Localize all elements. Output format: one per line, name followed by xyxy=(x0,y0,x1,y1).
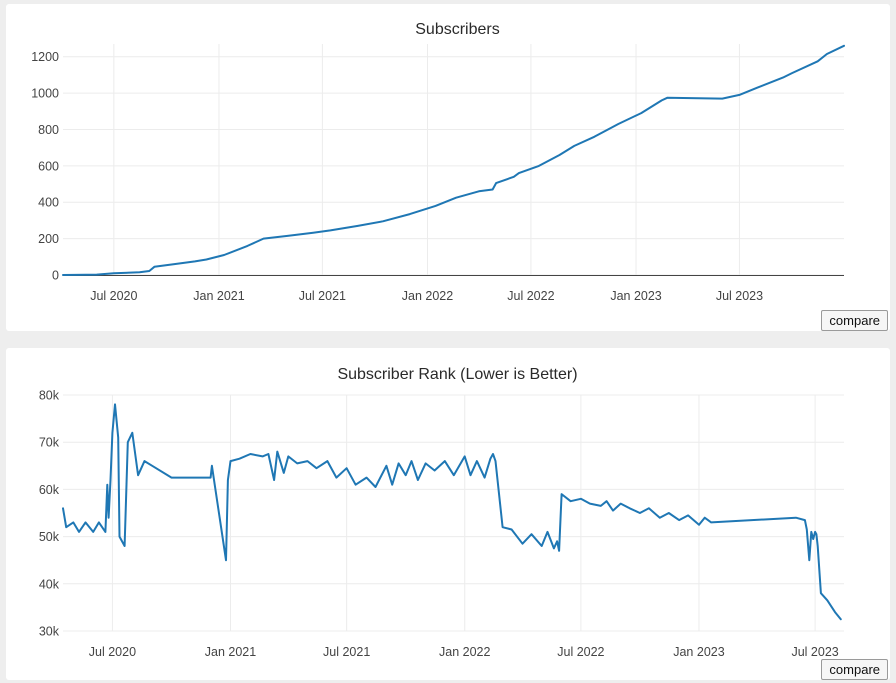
y-tick-label: 40k xyxy=(39,577,60,591)
x-tick-label: Jul 2021 xyxy=(299,289,346,303)
subscribers-panel: Subscribers 0 200 400 600 800 1000 1200 Jul 2020… xyxy=(6,4,890,331)
compare-button[interactable]: compare xyxy=(821,310,888,331)
subscriber-rank-chart: Subscriber Rank (Lower is Better) 30k 40k 5… xyxy=(39,366,844,659)
x-tick-label: Jul 2021 xyxy=(323,645,370,659)
x-tick-label: Jan 2021 xyxy=(193,289,244,303)
x-tick-label: Jan 2023 xyxy=(610,289,661,303)
y-tick-label: 800 xyxy=(38,123,59,137)
x-tick-label: Jul 2023 xyxy=(791,645,838,659)
x-tick-label: Jan 2023 xyxy=(673,645,724,659)
x-tick-label: Jul 2022 xyxy=(507,289,554,303)
subscriber-rank-panel: Subscriber Rank (Lower is Better) 30k 40k 5… xyxy=(6,348,890,680)
x-tick-label: Jan 2021 xyxy=(205,645,256,659)
x-tick-label: Jul 2022 xyxy=(557,645,604,659)
y-tick-label: 50k xyxy=(39,530,60,544)
x-tick-label: Jan 2022 xyxy=(439,645,490,659)
y-tick-label: 60k xyxy=(39,483,60,497)
chart-title: Subscriber Rank (Lower is Better) xyxy=(337,366,577,383)
y-tick-label: 200 xyxy=(38,232,59,246)
x-tick-label: Jul 2020 xyxy=(90,289,137,303)
y-tick-label: 30k xyxy=(39,625,60,639)
y-tick-label: 1200 xyxy=(31,50,59,64)
x-tick-label: Jan 2022 xyxy=(402,289,453,303)
chart-title: Subscribers xyxy=(415,21,499,38)
compare-button[interactable]: compare xyxy=(821,659,888,680)
y-tick-label: 400 xyxy=(38,196,59,210)
series-line xyxy=(62,44,845,276)
x-tick-label: Jul 2023 xyxy=(716,289,763,303)
x-tick-label: Jul 2020 xyxy=(89,645,136,659)
y-tick-label: 70k xyxy=(39,436,60,450)
subscribers-chart: Subscribers 0 200 400 600 800 1000 1200 Jul 2020… xyxy=(31,21,845,303)
series-line xyxy=(62,403,842,621)
y-tick-label: 1000 xyxy=(31,87,59,101)
y-tick-label: 600 xyxy=(38,159,59,173)
y-tick-label: 0 xyxy=(52,269,59,283)
y-tick-label: 80k xyxy=(39,389,60,403)
